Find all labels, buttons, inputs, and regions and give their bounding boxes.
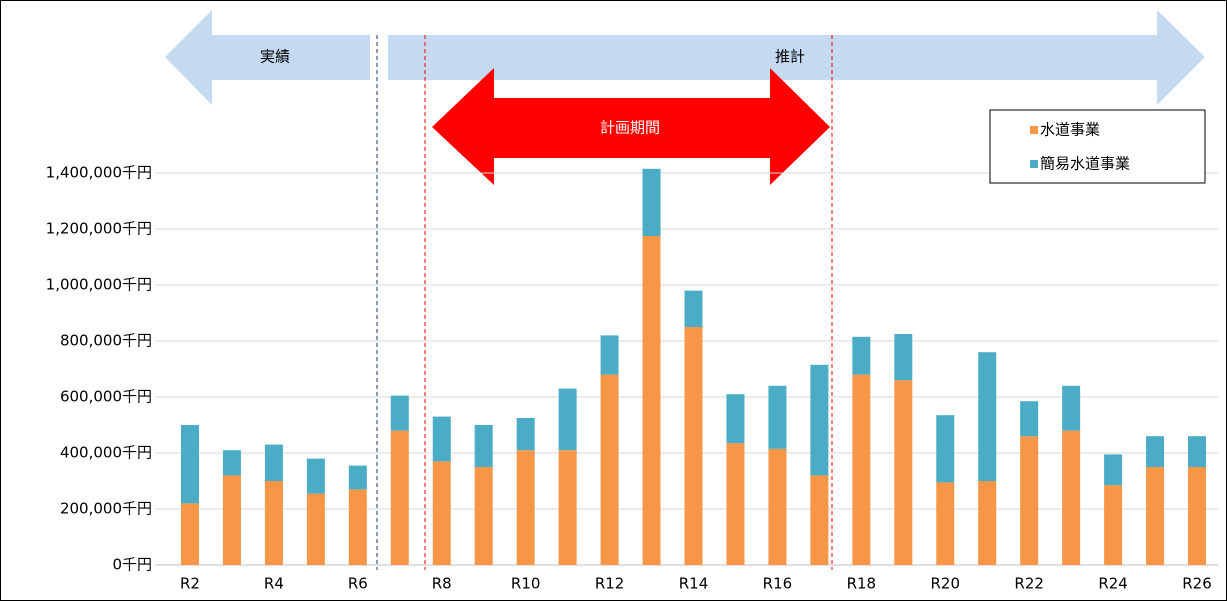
x-tick-label: R10 <box>511 575 541 593</box>
bar <box>1062 430 1081 565</box>
bar <box>516 450 535 565</box>
bar <box>558 388 577 451</box>
bar <box>432 416 451 462</box>
x-tick-label: R14 <box>679 575 709 593</box>
x-tick-label: R16 <box>763 575 793 593</box>
y-tick-label: 1,000,000千円 <box>46 276 152 294</box>
bar <box>894 334 913 381</box>
x-tick-label: R22 <box>1014 575 1044 593</box>
actual-arrow <box>165 10 370 105</box>
bar <box>264 481 283 565</box>
bar <box>1104 485 1123 565</box>
x-tick-label: R26 <box>1182 575 1212 593</box>
bar <box>810 364 829 476</box>
y-tick-label: 1,400,000千円 <box>46 164 152 182</box>
bar <box>180 503 199 565</box>
y-tick-label: 800,000千円 <box>60 332 152 350</box>
bar <box>726 394 745 444</box>
legend <box>989 109 1206 184</box>
legend-label: 水道事業 <box>1040 121 1100 139</box>
legend-label: 簡易水道事業 <box>1040 155 1130 173</box>
x-tick-label: R20 <box>931 575 961 593</box>
x-tick-label: R12 <box>595 575 625 593</box>
bar <box>222 475 241 565</box>
bar <box>180 425 199 504</box>
bar <box>726 443 745 565</box>
annotation: 計画期間 <box>600 119 660 137</box>
y-tick-label: 1,200,000千円 <box>46 220 152 238</box>
bar <box>474 467 493 565</box>
bar <box>1188 467 1207 565</box>
y-tick-label: 0千円 <box>112 556 152 574</box>
bar <box>390 430 409 565</box>
annotation: 推計 <box>775 48 805 66</box>
bar <box>348 489 367 565</box>
x-tick-label: R4 <box>264 575 284 593</box>
bar <box>1020 401 1039 437</box>
legend-swatch <box>1030 160 1038 168</box>
legend-swatch <box>1030 126 1038 134</box>
bar <box>852 374 871 565</box>
x-tick-label: R18 <box>847 575 877 593</box>
bar <box>768 385 787 449</box>
bar <box>978 352 997 481</box>
bar <box>684 290 703 327</box>
bar <box>810 475 829 565</box>
bar <box>222 450 241 476</box>
bar <box>432 461 451 565</box>
bar <box>306 458 325 494</box>
bar <box>894 380 913 565</box>
bar <box>642 168 661 236</box>
bar <box>936 415 955 483</box>
bar <box>348 465 367 490</box>
bar <box>852 336 871 375</box>
y-tick-label: 200,000千円 <box>60 500 152 518</box>
bar <box>768 448 787 565</box>
x-tick-label: R8 <box>432 575 452 593</box>
bar <box>1146 467 1165 565</box>
annotation: 実績 <box>260 48 290 66</box>
bar <box>516 418 535 451</box>
plan-arrow <box>432 68 830 185</box>
bar <box>600 335 619 375</box>
bar <box>684 327 703 565</box>
bar <box>264 444 283 481</box>
bar <box>936 482 955 565</box>
bar <box>642 236 661 565</box>
bar <box>1062 385 1081 431</box>
bar <box>558 450 577 565</box>
plot <box>155 168 1218 566</box>
bar <box>1188 436 1207 467</box>
bar <box>306 493 325 565</box>
x-tick-label: R6 <box>348 575 368 593</box>
bar <box>978 481 997 565</box>
bar <box>1020 436 1039 565</box>
bar <box>474 425 493 467</box>
bar <box>600 374 619 565</box>
bar <box>390 395 409 431</box>
y-tick-label: 400,000千円 <box>60 444 152 462</box>
bar <box>1146 436 1165 467</box>
y-tick-label: 600,000千円 <box>60 388 152 406</box>
bar <box>1104 454 1123 486</box>
forecast-arrow <box>388 10 1205 105</box>
x-tick-label: R24 <box>1098 575 1128 593</box>
x-tick-label: R2 <box>180 575 200 593</box>
